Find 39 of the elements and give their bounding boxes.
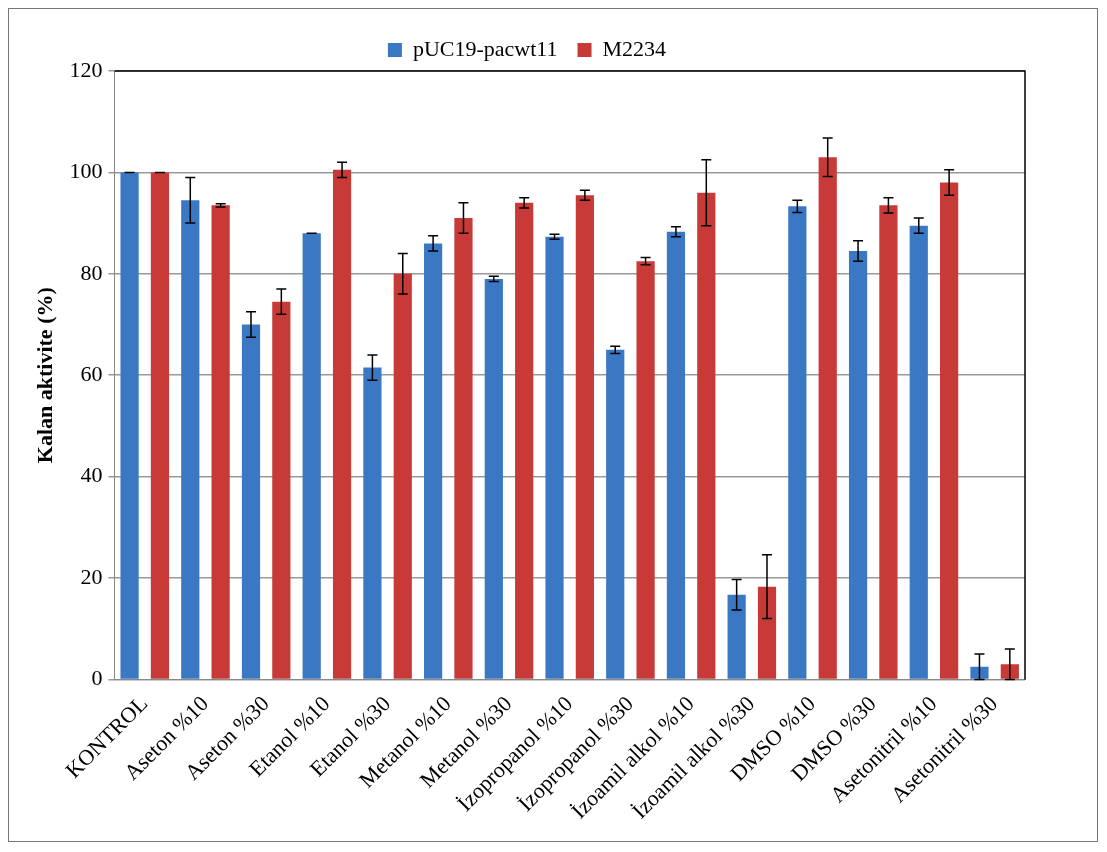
y-tick-label: 100: [69, 158, 103, 184]
bar: [940, 182, 959, 679]
bar: [454, 218, 473, 679]
bar: [818, 157, 837, 679]
y-tick-label: 0: [91, 665, 103, 691]
bar: [727, 594, 746, 679]
bar: [393, 273, 412, 679]
bar: [120, 172, 139, 679]
bar: [697, 192, 716, 679]
bar: [515, 202, 534, 679]
bar: [848, 250, 868, 679]
bar: [150, 172, 170, 679]
bar: [272, 301, 291, 679]
bar: [545, 236, 564, 679]
bar: [363, 367, 382, 679]
y-tick-label: 40: [80, 462, 103, 488]
bar: [606, 349, 625, 679]
y-tick-label: 120: [69, 56, 103, 82]
bar: [241, 324, 261, 679]
y-tick-label: 60: [80, 360, 103, 386]
bar: [484, 278, 503, 679]
bar: [575, 195, 594, 679]
bar: [181, 200, 200, 679]
bar: [636, 261, 655, 679]
bar: [302, 233, 321, 679]
y-axis-title: Kalan aktivite (%): [31, 287, 57, 464]
y-tick-label: 80: [80, 259, 103, 285]
bar: [788, 206, 807, 679]
bar: [909, 225, 928, 679]
bar: [757, 586, 777, 679]
bar: [879, 205, 898, 679]
bar: [332, 169, 352, 679]
y-tick-label: 20: [80, 563, 103, 589]
bar: [211, 205, 230, 679]
bar: [970, 666, 989, 679]
legend-label: pUC19-pacwt11: [412, 35, 558, 61]
legend-label: M2234: [602, 35, 667, 61]
bar: [666, 231, 686, 679]
bar: [424, 243, 443, 679]
